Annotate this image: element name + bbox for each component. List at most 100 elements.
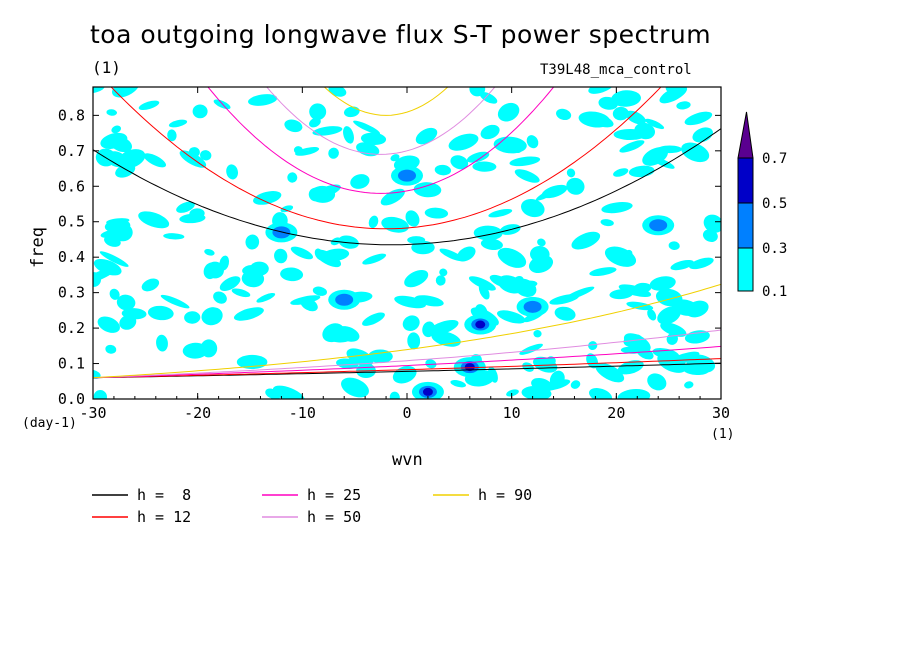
contour-patch	[434, 164, 452, 176]
contour-patch	[265, 388, 278, 399]
contour-patch	[595, 362, 625, 383]
contour-patch	[628, 165, 655, 178]
contour-patch	[93, 87, 105, 94]
contour-patch	[629, 334, 644, 348]
contour-patch	[93, 369, 101, 379]
contour-patch	[660, 322, 687, 337]
contour-patch	[488, 208, 513, 218]
y-tick-label: 0.6	[58, 177, 85, 195]
legend-label: h = 8	[137, 486, 191, 504]
contour-field	[93, 87, 721, 399]
hotspot-core	[527, 302, 538, 311]
contour-patch	[478, 283, 490, 300]
contour-patch	[97, 316, 120, 333]
contour-patch	[105, 344, 117, 354]
contour-patch	[689, 257, 714, 270]
contour-patch	[414, 295, 444, 307]
y-tick-label: 0.3	[58, 284, 85, 302]
contour-patch	[201, 307, 223, 326]
contour-patch	[176, 201, 195, 213]
y-tick-label: 0.2	[58, 319, 85, 337]
contour-patch	[526, 135, 539, 149]
contour-patch	[681, 362, 710, 375]
contour-patch	[360, 132, 387, 145]
x-axis-unit: (1)	[711, 427, 735, 442]
contour-patch	[435, 275, 446, 286]
contour-patch	[407, 332, 421, 350]
contour-patch	[509, 156, 541, 167]
contour-patch	[583, 111, 614, 128]
contour-patch	[521, 199, 545, 218]
hotspot-core	[464, 363, 475, 372]
contour-patch	[588, 341, 598, 351]
contour-patch	[692, 127, 713, 143]
contour-patch	[493, 136, 527, 154]
contour-patch	[514, 169, 540, 183]
contour-patch	[684, 111, 713, 126]
y-tick-label: 0.4	[58, 248, 85, 266]
contour-patch	[647, 309, 657, 321]
contour-patch	[200, 150, 212, 161]
contour-patch	[93, 390, 108, 399]
contour-patch	[571, 231, 601, 250]
contour-patch	[389, 391, 400, 399]
contour-patch	[300, 297, 318, 312]
contour-patch	[362, 253, 387, 265]
contour-patch	[341, 377, 369, 398]
x-tick-label: 30	[712, 404, 730, 422]
contour-patch	[309, 117, 321, 128]
contour-patch	[510, 275, 525, 293]
contour-patch	[179, 213, 206, 224]
colorbar-segment	[737, 202, 754, 249]
contour-patch	[645, 118, 665, 130]
contour-patch	[93, 258, 122, 276]
contour-patch	[549, 370, 565, 388]
contour-patch	[480, 124, 500, 140]
contour-patch	[167, 129, 177, 142]
contour-patch	[184, 311, 201, 324]
x-tick-label: 0	[402, 404, 411, 422]
contour-patch	[684, 330, 710, 344]
contour-patch	[424, 207, 449, 219]
contour-patch	[563, 286, 595, 301]
y-axis-unit: (day-1)	[22, 416, 77, 431]
contour-patch	[609, 289, 634, 300]
contour-patch	[506, 389, 519, 397]
contour-patch	[156, 334, 168, 352]
contour-patch	[280, 205, 294, 213]
x-axis-label: wvn	[392, 450, 423, 470]
contour-patch	[625, 110, 646, 125]
contour-patch	[521, 385, 552, 399]
contour-patch	[274, 248, 288, 264]
contour-patch	[231, 288, 251, 298]
contour-patch	[249, 261, 269, 276]
contour-patch	[479, 92, 498, 104]
contour-patch	[619, 140, 645, 153]
contour-patch	[676, 101, 691, 110]
contour-patch	[589, 267, 617, 277]
contour-patch	[206, 261, 224, 279]
contour-patch	[315, 249, 342, 268]
contour-patch	[253, 191, 282, 205]
contour-patch	[390, 154, 400, 162]
hotspot-core	[475, 320, 486, 329]
colorbar-segment	[737, 247, 754, 292]
contour-patch	[115, 163, 136, 178]
contour-patch	[439, 268, 448, 277]
contour-patch	[346, 348, 374, 367]
contour-patch	[422, 321, 436, 338]
contour-patch	[106, 218, 130, 225]
hotspot-core	[422, 387, 433, 396]
contour-patch	[200, 339, 218, 358]
legend-label: h = 25	[307, 486, 361, 504]
ig-curve-2	[207, 87, 555, 194]
chart-title: toa outgoing longwave flux S-T power spe…	[90, 20, 712, 49]
contour-patch	[659, 87, 688, 104]
contour-patch	[600, 219, 614, 227]
contour-patch	[556, 108, 572, 121]
contour-patch	[566, 177, 585, 195]
contour-patch	[226, 164, 238, 180]
contour-patch	[439, 248, 464, 262]
contour-patch	[681, 142, 710, 163]
legend-label: h = 50	[307, 508, 361, 526]
